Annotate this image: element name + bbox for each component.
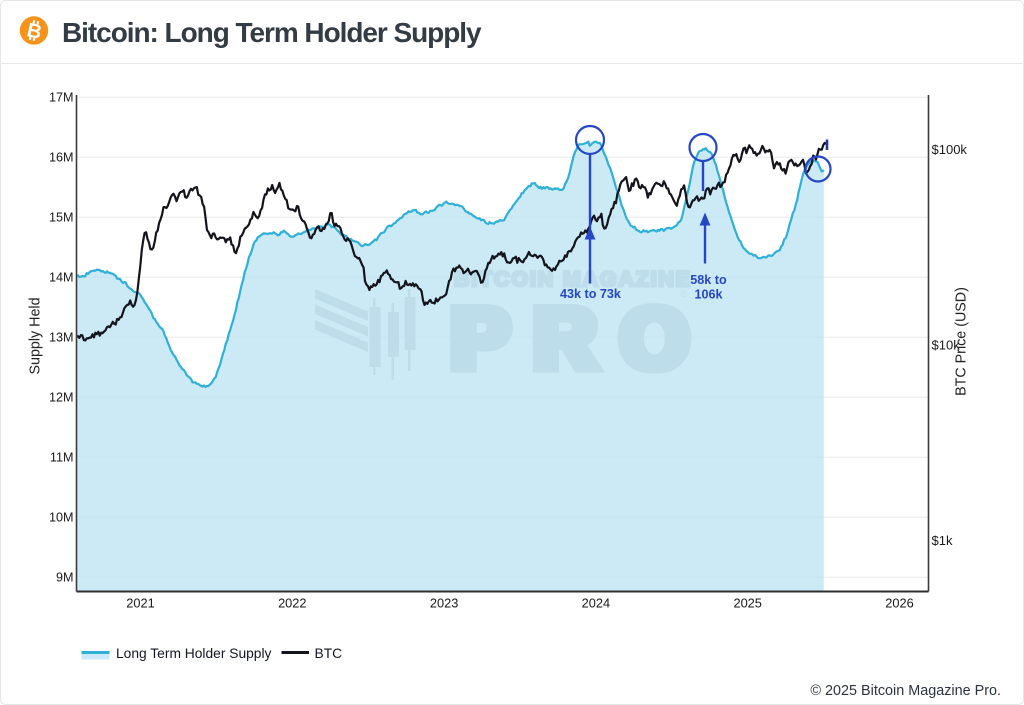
svg-text:2025: 2025 — [733, 596, 761, 611]
svg-text:2023: 2023 — [430, 596, 458, 611]
svg-text:11M: 11M — [50, 450, 74, 464]
svg-text:Long Term Holder Supply: Long Term Holder Supply — [116, 646, 272, 661]
svg-text:58k to: 58k to — [690, 273, 727, 287]
svg-text:14M: 14M — [49, 270, 74, 284]
svg-text:2021: 2021 — [126, 596, 154, 611]
svg-text:13M: 13M — [49, 330, 74, 344]
svg-text:12M: 12M — [49, 390, 74, 404]
svg-text:Supply Held: Supply Held — [28, 297, 44, 374]
svg-text:9M: 9M — [56, 570, 74, 584]
svg-text:2026: 2026 — [885, 596, 913, 611]
svg-text:17M: 17M — [49, 90, 74, 104]
svg-text:$100k: $100k — [932, 142, 968, 157]
svg-text:2024: 2024 — [582, 596, 610, 611]
svg-text:15M: 15M — [49, 210, 74, 224]
svg-text:© 2025 Bitcoin Magazine Pro.: © 2025 Bitcoin Magazine Pro. — [810, 683, 1001, 699]
svg-text:Bitcoin: Long Term Holder Supp: Bitcoin: Long Term Holder Supply — [62, 17, 482, 48]
svg-text:106k: 106k — [694, 288, 723, 302]
svg-text:10M: 10M — [49, 510, 74, 524]
svg-text:43k to 73k: 43k to 73k — [560, 287, 622, 301]
svg-text:BTC Price (USD): BTC Price (USD) — [954, 287, 970, 396]
svg-text:$10k: $10k — [932, 338, 961, 353]
svg-text:BTC: BTC — [315, 646, 343, 661]
svg-text:16M: 16M — [49, 150, 74, 164]
svg-text:$1k: $1k — [932, 533, 953, 548]
svg-text:2022: 2022 — [278, 596, 306, 611]
